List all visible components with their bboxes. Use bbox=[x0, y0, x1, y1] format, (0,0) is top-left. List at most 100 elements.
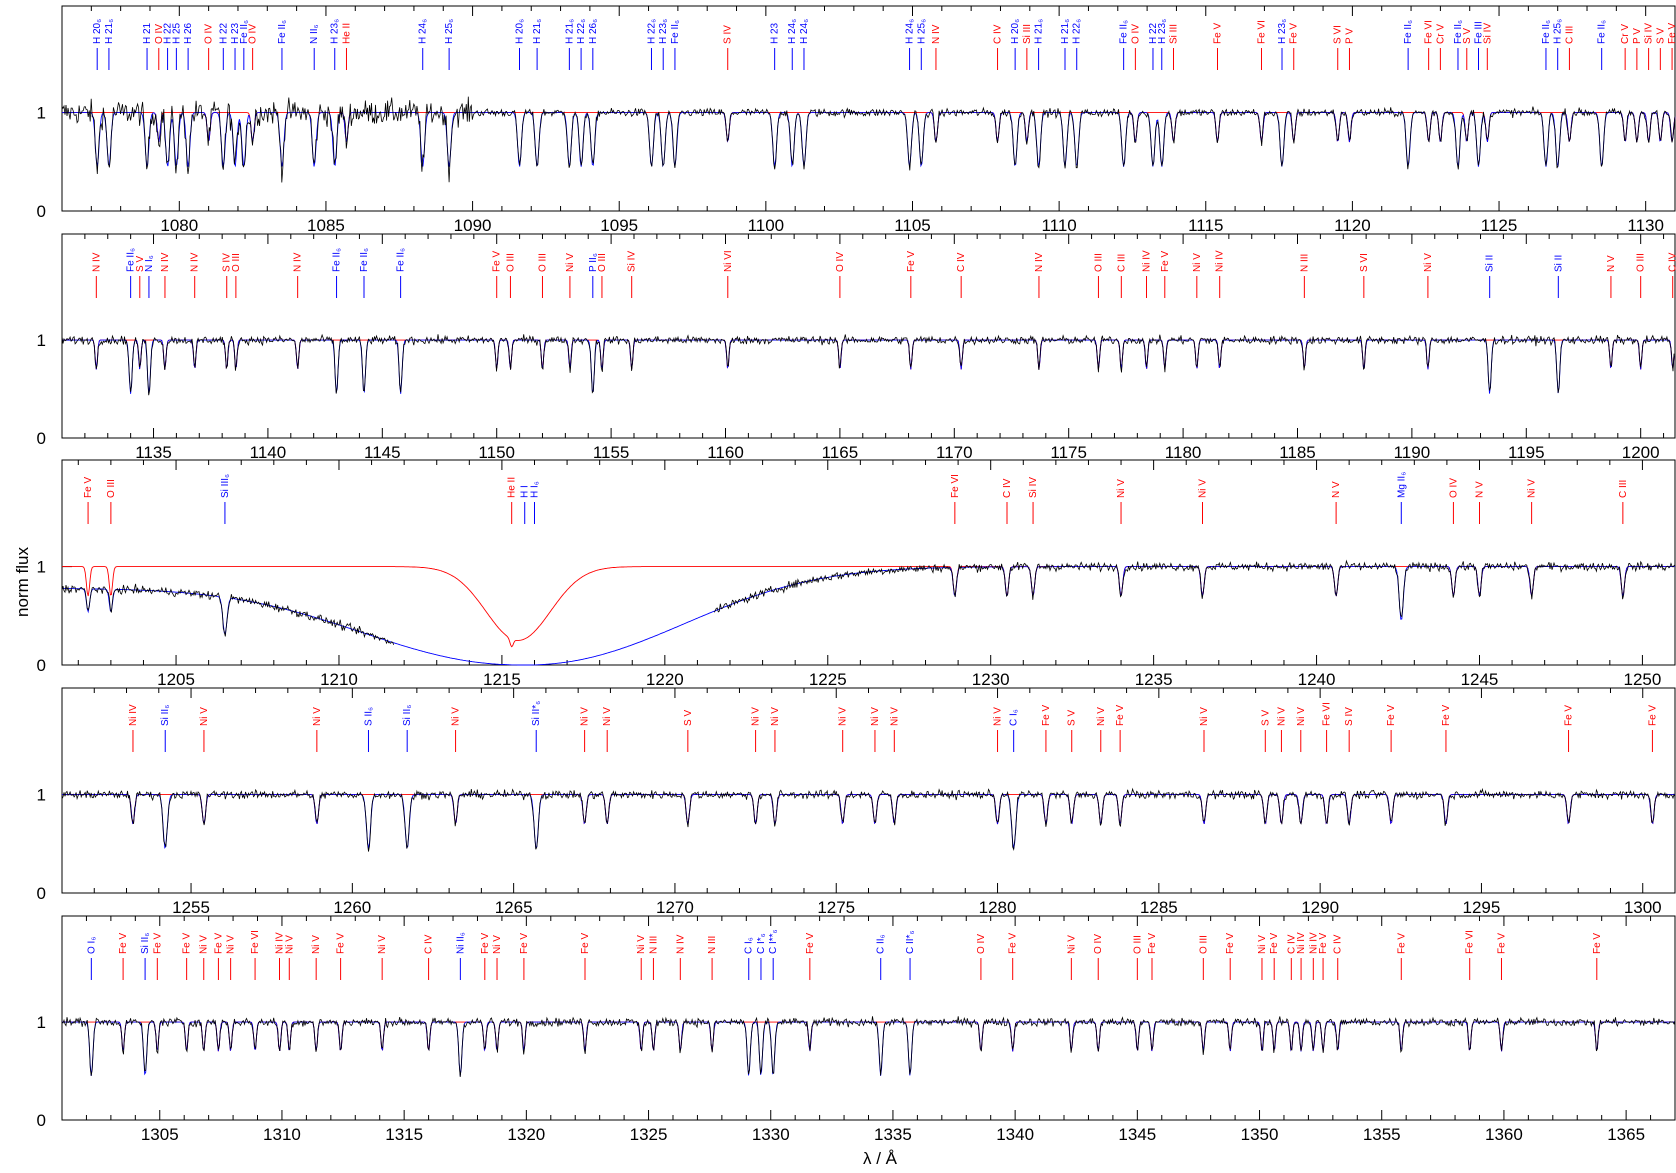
line-id-label: Ni V bbox=[451, 707, 462, 726]
x-tick-label: 1110 bbox=[1041, 216, 1076, 235]
line-id-label: Si III₆ bbox=[220, 474, 231, 498]
x-tick-label: 1115 bbox=[1188, 216, 1223, 235]
line-id-label: Si II bbox=[1553, 255, 1564, 272]
line-id-label: S VI bbox=[1333, 25, 1344, 44]
x-axis-title: λ / Å bbox=[863, 1149, 898, 1168]
line-id-label: H 25₆ bbox=[1553, 19, 1564, 44]
line-id-label: S IV bbox=[723, 25, 734, 44]
x-tick-label: 1185 bbox=[1279, 443, 1316, 462]
line-id-label: Fe VI bbox=[250, 930, 261, 954]
line-id-label: H 24₆ bbox=[799, 19, 810, 44]
line-id-label: Fe V bbox=[1115, 705, 1126, 726]
x-tick-label: 1205 bbox=[157, 670, 195, 689]
x-tick-label: 1150 bbox=[478, 443, 515, 462]
line-id-label: Ni V bbox=[1527, 479, 1538, 498]
x-tick-label: 1295 bbox=[1463, 898, 1501, 917]
panel-frame bbox=[61, 459, 1676, 666]
line-id-label: H 22 bbox=[1148, 22, 1159, 44]
x-tick-label: 1260 bbox=[333, 898, 371, 917]
stellar-model-curve bbox=[62, 339, 1675, 370]
line-id-label: C III bbox=[1116, 254, 1127, 272]
x-tick-label: 1085 bbox=[307, 216, 345, 235]
line-id-label: Fe VI bbox=[950, 474, 961, 498]
line-id-label: Ni VI bbox=[723, 250, 734, 272]
line-id-label: Ni V bbox=[199, 707, 210, 726]
panel-frame bbox=[61, 5, 1676, 212]
line-id-label: C I₆ bbox=[744, 937, 755, 954]
line-id-label: He II bbox=[507, 477, 518, 498]
line-id-label: Si IV bbox=[1644, 23, 1655, 44]
x-tick-label: 1350 bbox=[1241, 1125, 1279, 1144]
line-id-label: Fe V bbox=[1225, 933, 1236, 954]
x-tick-label: 1325 bbox=[630, 1125, 668, 1144]
x-tick-label: 1285 bbox=[1140, 898, 1178, 917]
stellar-model-curve bbox=[62, 112, 1676, 143]
line-id-label: Ni V bbox=[1276, 707, 1287, 726]
line-id-label: H 25₆ bbox=[916, 19, 927, 44]
x-tick-label: 1250 bbox=[1624, 670, 1662, 689]
line-id-label: Fe V bbox=[336, 933, 347, 954]
line-id-label: Fe V bbox=[1667, 23, 1676, 44]
line-id-label: H 20₆ bbox=[92, 19, 103, 44]
y-tick-label: 1 bbox=[37, 1013, 46, 1032]
line-id-label: N V bbox=[1331, 481, 1342, 498]
line-id-label: H 22₆ bbox=[576, 19, 587, 44]
y-tick-label: 0 bbox=[37, 656, 46, 675]
line-id-label: H 21₆ bbox=[1060, 19, 1071, 44]
line-id-label: Ni V bbox=[565, 253, 576, 272]
line-id-label: N V bbox=[1474, 481, 1485, 498]
line-id-label: H 23₆ bbox=[658, 19, 669, 44]
line-id-label: H 22 bbox=[163, 22, 174, 44]
x-tick-label: 1335 bbox=[874, 1125, 912, 1144]
line-id-label: Fe V bbox=[1008, 933, 1019, 954]
line-id-label: Si III bbox=[1022, 24, 1033, 44]
line-id-label: Fe V bbox=[906, 251, 917, 272]
stellar-model-curve bbox=[62, 566, 1675, 648]
x-tick-label: 1160 bbox=[707, 443, 744, 462]
line-id-label: Fe V bbox=[1441, 705, 1452, 726]
line-id-label: N I₆ bbox=[144, 255, 155, 272]
line-id-label: Fe V bbox=[519, 933, 530, 954]
line-id-label: C II*₆ bbox=[905, 931, 916, 954]
line-id-label: Ni V bbox=[1066, 935, 1077, 954]
x-tick-label: 1270 bbox=[656, 898, 694, 917]
line-id-label: Si II₆ bbox=[140, 933, 151, 954]
line-id-label: N II₆ bbox=[309, 24, 320, 44]
line-id-label: H 24₆ bbox=[905, 19, 916, 44]
line-id-label: Ni V bbox=[1116, 479, 1127, 498]
line-id-label: Fe V bbox=[1396, 933, 1407, 954]
y-tick-label: 1 bbox=[37, 558, 46, 577]
observed-spectrum-curve bbox=[61, 96, 1676, 183]
line-id-label: Ni V bbox=[311, 935, 322, 954]
line-id-label: N IV bbox=[931, 24, 942, 44]
x-tick-label: 1170 bbox=[936, 443, 973, 462]
line-id-label: Fe V bbox=[1160, 251, 1171, 272]
line-id-label: Fe V bbox=[213, 933, 224, 954]
line-id-label: O IV bbox=[1448, 478, 1459, 498]
line-id-label: O III bbox=[106, 479, 117, 498]
x-tick-label: 1080 bbox=[160, 216, 198, 235]
y-tick-label: 1 bbox=[37, 786, 46, 805]
line-id-label: H 22₆ bbox=[646, 19, 657, 44]
x-tick-label: 1360 bbox=[1485, 1125, 1523, 1144]
line-id-label: H 25 bbox=[171, 22, 182, 44]
y-axis-title: norm flux bbox=[13, 547, 32, 617]
line-id-label: H 24₆ bbox=[418, 19, 429, 44]
x-tick-label: 1155 bbox=[593, 443, 630, 462]
line-id-label: Si IV bbox=[1482, 23, 1493, 44]
observed-spectrum-curve bbox=[61, 333, 1675, 396]
observed-spectrum-curve bbox=[61, 559, 1676, 645]
stellar-model-curve bbox=[62, 794, 1675, 825]
line-id-label: S V bbox=[1462, 28, 1473, 44]
x-tick-label: 1365 bbox=[1607, 1125, 1645, 1144]
line-id-label: O III bbox=[231, 253, 242, 272]
line-id-label: H I bbox=[520, 485, 531, 498]
line-id-label: Fe VI bbox=[1424, 20, 1435, 44]
line-id-label: Fe V bbox=[152, 933, 163, 954]
line-id-label: Si II₆ bbox=[402, 705, 413, 726]
x-tick-label: 1230 bbox=[972, 670, 1010, 689]
line-id-label: Si IV bbox=[1028, 477, 1039, 498]
x-tick-label: 1340 bbox=[996, 1125, 1034, 1144]
line-id-label: H I₆ bbox=[529, 481, 540, 498]
